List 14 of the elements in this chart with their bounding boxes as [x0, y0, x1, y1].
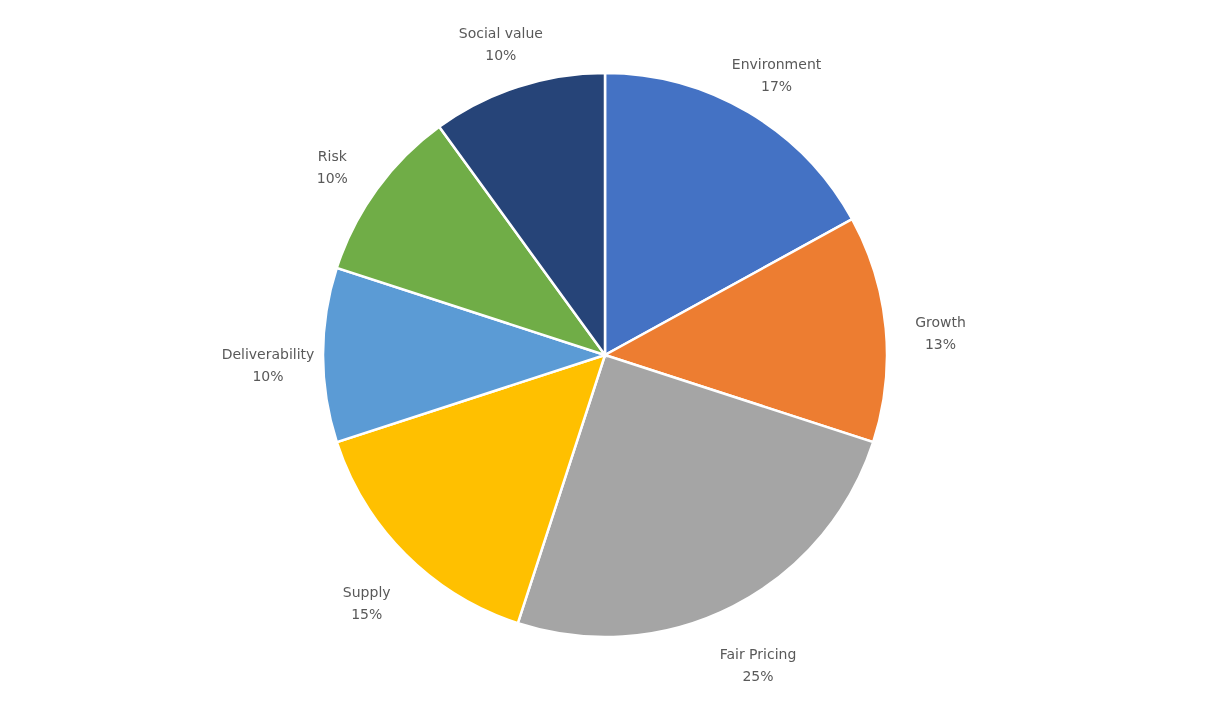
- data-label: 17%: [760, 77, 793, 94]
- slice-label: Deliverability: [221, 346, 315, 362]
- data-label: 13%: [924, 336, 957, 353]
- data-label: 10%: [316, 169, 348, 186]
- slice-label: Fair Pricing: [719, 646, 797, 663]
- slice-label: Growth: [915, 314, 966, 331]
- data-label: 10%: [485, 47, 517, 64]
- data-label: 10%: [252, 368, 284, 384]
- slice-label: Social value: [458, 25, 543, 42]
- data-label: 25%: [742, 668, 774, 685]
- slice-label: Risk: [317, 147, 348, 164]
- slice-label: Environment: [731, 55, 822, 72]
- data-label: 15%: [351, 606, 383, 623]
- slice-label: Supply: [342, 584, 391, 601]
